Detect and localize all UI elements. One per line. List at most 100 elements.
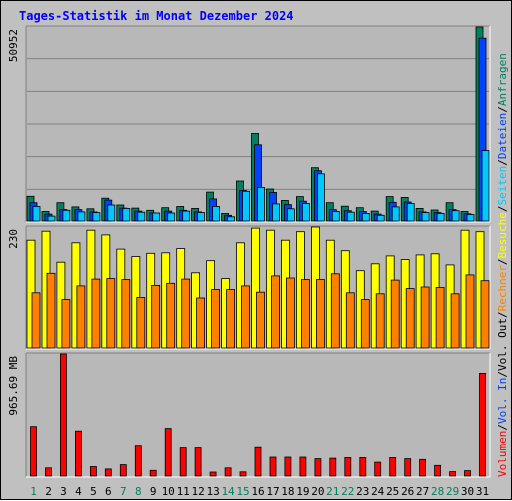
bar-seiten-day-20 [316,173,325,222]
bar-rechner-day-2 [46,272,56,349]
bar-seiten-day-16 [257,187,265,222]
bar-seiten-day-1 [32,206,41,222]
x-tick-label-day-12: 12 [191,485,204,498]
bar-seiten-day-21 [331,211,340,222]
bar-volumen-day-13 [209,471,217,477]
bar-seiten-day-11 [182,210,191,222]
bar-volumen-day-15 [239,471,247,477]
bar-volumen-day-10 [164,428,172,477]
bar-rechner-day-12 [196,297,206,349]
bar-seiten-day-23 [361,212,370,222]
bar-volumen-day-30 [464,470,471,477]
bar-volumen-day-27 [419,458,427,477]
bar-volumen-day-16 [254,446,262,477]
legend-separator: / [496,424,509,431]
bar-rechner-day-3 [61,299,71,349]
right-series-legend: Volumen/Vol. In/Vol. Out/Rechner/Besuche… [496,53,509,477]
bar-seiten-day-24 [376,214,385,222]
bar-rechner-day-8 [136,297,146,349]
x-tick-label-day-17: 17 [266,485,279,498]
x-tick-label-day-11: 11 [177,485,190,498]
bar-volumen-day-24 [374,461,382,477]
legend-separator: / [496,311,509,318]
bar-volumen-day-22 [344,456,352,477]
bar-rechner-day-29 [450,293,460,349]
x-tick-label-day-31: 31 [476,485,489,498]
panel-max-label: 965.69 MB [7,356,20,416]
panel-volume: 965.69 MB [7,352,491,478]
bar-volumen-day-25 [389,456,397,477]
bar-seiten-day-19 [301,203,310,222]
bar-rechner-day-4 [76,285,86,349]
legend-entry: Vol. Out [496,318,509,371]
bar-rechner-day-18 [285,277,295,349]
bar-volumen-day-26 [404,458,412,477]
bar-rechner-day-27 [420,286,430,349]
x-tick-label-day-13: 13 [206,485,219,498]
bar-seiten-day-30 [466,214,475,222]
bar-volumen-day-9 [149,469,157,477]
panel-visits: 230 [7,225,491,350]
legend-separator: / [496,371,509,378]
bar-seiten-day-27 [421,212,430,222]
bar-volumen-day-31 [479,372,486,477]
bar-besuche-day-16 [251,227,260,349]
bar-volumen-day-29 [449,471,457,477]
bar-seiten-day-13 [212,206,221,222]
x-tick-label-day-5: 5 [90,485,97,498]
bar-rechner-day-9 [151,284,161,349]
bar-seiten-day-2 [47,215,56,222]
chart-title: Tages-Statistik im Monat Dezember 2024 [19,9,294,23]
x-tick-label-day-23: 23 [356,485,369,498]
bar-rechner-day-22 [345,292,355,349]
bar-volumen-day-3 [60,353,67,477]
x-tick-label-day-29: 29 [446,485,459,498]
bar-seiten-day-26 [406,203,415,222]
legend-entry: Besuche [496,212,509,258]
bar-rechner-day-26 [405,288,415,349]
bar-volumen-day-11 [179,447,187,477]
bar-seiten-day-8 [137,211,146,222]
bar-rechner-day-24 [375,293,385,349]
bar-rechner-day-1 [31,292,41,349]
bar-seiten-day-14 [227,216,236,222]
bar-seiten-day-31 [481,150,490,222]
x-tick-label-day-21: 21 [326,485,339,498]
legend-entry: Volumen [496,431,509,477]
bar-volumen-day-23 [359,456,367,477]
x-tick-label-day-14: 14 [221,485,235,498]
panel-max-label: 230 [7,229,20,249]
x-tick-label-day-30: 30 [461,485,474,498]
bar-volumen-day-17 [269,456,277,477]
bar-rechner-day-28 [435,287,445,349]
bar-volumen-day-6 [104,468,112,477]
x-tick-label-day-9: 9 [150,485,157,498]
bar-seiten-day-12 [197,212,206,222]
x-tick-label-day-8: 8 [135,485,142,498]
legend-entry: Seiten [496,166,509,206]
bar-seiten-day-10 [167,212,176,222]
bar-rechner-day-23 [360,299,370,349]
panel-max-label: 50952 [7,29,20,62]
bar-volumen-day-5 [90,466,97,477]
bar-rechner-day-21 [330,273,340,349]
bar-seiten-day-4 [77,211,86,222]
x-tick-label-day-16: 16 [251,485,264,498]
bar-rechner-day-17 [271,275,280,349]
bar-volumen-day-1 [30,426,37,477]
bar-volumen-day-4 [75,430,82,477]
x-tick-label-day-6: 6 [105,485,112,498]
x-tick-label-day-19: 19 [296,485,309,498]
bar-volumen-day-18 [284,456,292,477]
x-tick-label-day-2: 2 [45,485,52,498]
bar-rechner-day-14 [226,289,236,349]
bar-rechner-day-5 [91,278,101,349]
legend-separator: / [496,205,509,212]
bar-rechner-day-16 [256,291,265,349]
bar-volumen-day-21 [329,457,337,477]
legend-separator: / [496,159,509,166]
x-tick-label-day-22: 22 [341,485,354,498]
bar-rechner-day-6 [106,278,116,349]
bar-seiten-day-7 [122,207,131,222]
